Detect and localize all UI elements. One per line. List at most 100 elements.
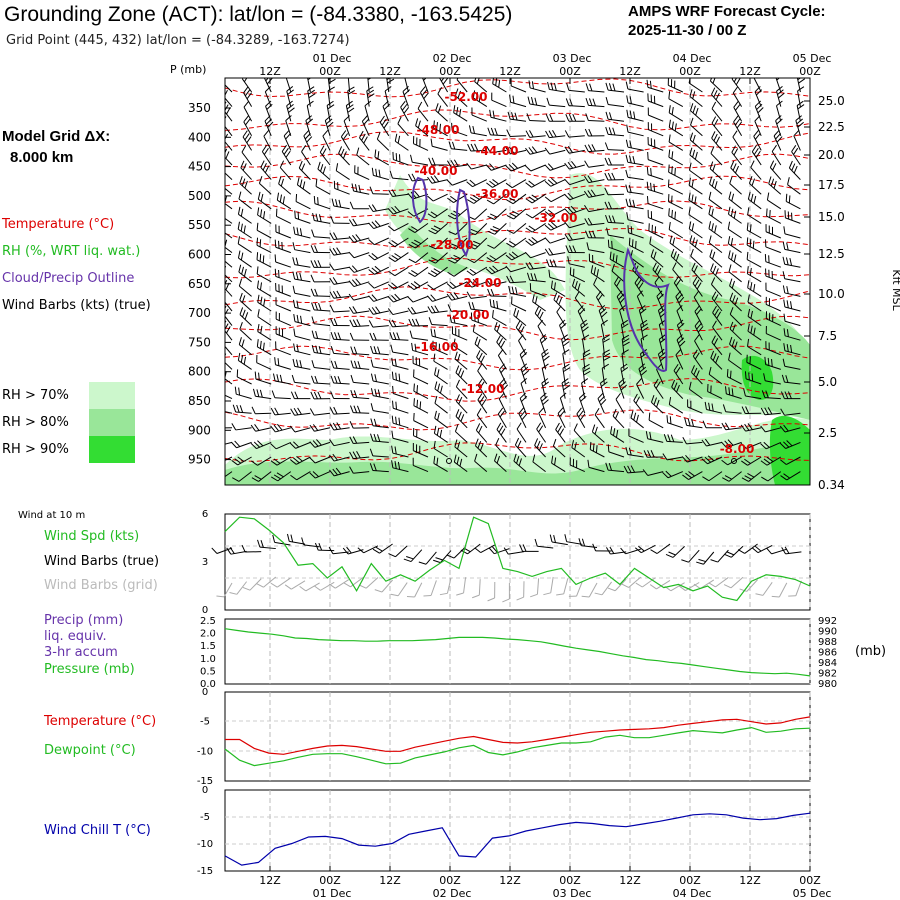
upper-wind-barb-feather <box>709 78 713 82</box>
upper-wind-barb-feather <box>668 134 671 143</box>
upper-wind-barb-feather <box>747 308 751 317</box>
height-tick-label: 25.0 <box>818 94 845 108</box>
isotherm-line <box>225 315 810 341</box>
upper-wind-barb <box>589 260 605 268</box>
upper-wind-barb-feather <box>642 469 649 476</box>
wind10-barb-grid-feather <box>556 593 564 596</box>
upper-wind-barb-feather <box>681 456 688 463</box>
upper-wind-barb-feather <box>747 191 751 200</box>
upper-wind-barb <box>294 381 311 385</box>
upper-wind-barb-feather <box>608 215 613 223</box>
upper-wind-barb <box>747 316 762 327</box>
pressure-line <box>224 628 811 677</box>
upper-wind-barb <box>728 213 742 224</box>
upper-wind-barb-feather <box>735 78 741 86</box>
upper-wind-barb-feather <box>568 245 573 253</box>
upper-wind-barb-feather <box>262 342 265 351</box>
upper-wind-barb-feather <box>653 397 658 405</box>
upper-wind-barb <box>614 283 625 297</box>
upper-wind-barb <box>791 151 801 166</box>
upper-wind-barb-feather <box>600 378 607 384</box>
upper-wind-barb-feather <box>447 271 455 277</box>
upper-wind-barb-feather <box>747 423 753 430</box>
upper-wind-barb <box>550 193 566 203</box>
wind10-barb-grid-feather <box>242 586 251 591</box>
upper-wind-barb-feather <box>671 209 673 218</box>
upper-wind-barb-feather <box>776 118 783 125</box>
wind10-barb-true <box>363 545 379 554</box>
upper-wind-barb <box>279 167 292 180</box>
upper-wind-barb <box>706 441 723 447</box>
upper-wind-barb-feather <box>639 305 646 311</box>
upper-wind-barb-feather <box>387 283 395 290</box>
upper-wind-barb <box>315 185 331 195</box>
pressure-tick-label: 900 <box>188 423 211 437</box>
upper-wind-barb <box>549 237 566 244</box>
upper-wind-barb-feather <box>696 308 702 315</box>
wind10-barb-true <box>467 543 481 555</box>
upper-wind-barb-feather <box>670 248 675 257</box>
upper-wind-barb <box>453 345 468 356</box>
upper-wind-barb-feather <box>562 337 569 344</box>
upper-wind-barb <box>373 222 389 230</box>
upper-wind-barb <box>608 221 625 224</box>
wind10-barb-true-feather <box>519 544 524 552</box>
upper-wind-barb-feather <box>220 351 223 358</box>
upper-wind-barb-feather <box>354 360 358 369</box>
upper-wind-barb-feather <box>773 180 777 189</box>
upper-wind-barb-feather <box>258 176 263 184</box>
upper-wind-barb <box>581 382 586 399</box>
upper-wind-barb-feather <box>334 360 338 369</box>
upper-wind-barb <box>366 90 370 107</box>
upper-wind-barb-feather <box>257 294 260 303</box>
upper-wind-barb-feather <box>296 300 299 309</box>
upper-wind-barb-feather <box>609 112 613 120</box>
wind-chill-label: Wind Chill T (°C) <box>44 823 151 838</box>
upper-wind-barb <box>728 359 742 370</box>
upper-wind-barb-feather <box>542 352 549 358</box>
wind10-barb-true <box>508 551 525 555</box>
wind10-barb-grid-feather <box>771 595 780 598</box>
wind10-barb-grid <box>656 580 671 590</box>
upper-wind-barb-feather <box>289 459 297 465</box>
upper-wind-barb-feather <box>397 116 402 124</box>
upper-wind-barb <box>333 367 350 370</box>
upper-wind-barb-feather <box>263 298 266 307</box>
upper-wind-barb-feather <box>316 439 322 446</box>
upper-wind-barb-feather <box>238 278 243 287</box>
legend-rh90: RH > 90% <box>2 442 69 457</box>
upper-wind-barb-feather <box>582 349 591 354</box>
upper-wind-barb <box>434 403 448 414</box>
upper-wind-barb-feather <box>348 266 355 273</box>
upper-wind-barb-feather <box>370 345 374 354</box>
upper-wind-barb-feather <box>508 285 511 294</box>
upper-wind-barb-feather <box>285 133 292 140</box>
upper-wind-barb-feather <box>428 259 436 264</box>
pressure-tick-label: 984 <box>818 658 837 669</box>
upper-wind-barb <box>670 255 684 268</box>
upper-wind-barb-feather <box>474 453 478 462</box>
upper-wind-barb-feather <box>241 295 246 303</box>
upper-wind-barb <box>413 376 429 385</box>
upper-wind-barb-feather <box>549 114 554 122</box>
upper-wind-barb-feather <box>212 459 218 464</box>
upper-wind-barb <box>372 352 389 356</box>
wind10-barb-true <box>425 551 437 565</box>
upper-wind-barb-feather <box>408 318 413 327</box>
upper-wind-barb-feather <box>591 144 596 152</box>
upper-wind-barb-feather <box>434 381 438 389</box>
upper-wind-barb-feather <box>487 127 491 136</box>
upper-wind-barb-feather <box>538 425 544 433</box>
upper-wind-barb <box>498 369 507 385</box>
upper-wind-barb-feather <box>547 179 555 186</box>
upper-wind-barb-feather <box>368 282 375 289</box>
upper-wind-barb <box>294 249 311 254</box>
upper-wind-barb-feather <box>658 348 665 355</box>
upper-wind-barb-feather <box>375 306 381 314</box>
wind10-barb-grid <box>685 582 700 592</box>
upper-wind-barb-feather <box>472 324 476 332</box>
upper-wind-barb-feather <box>688 207 691 215</box>
upper-wind-barb-feather <box>550 82 554 91</box>
upper-wind-barb-feather <box>388 241 396 248</box>
upper-wind-barb <box>627 219 644 224</box>
